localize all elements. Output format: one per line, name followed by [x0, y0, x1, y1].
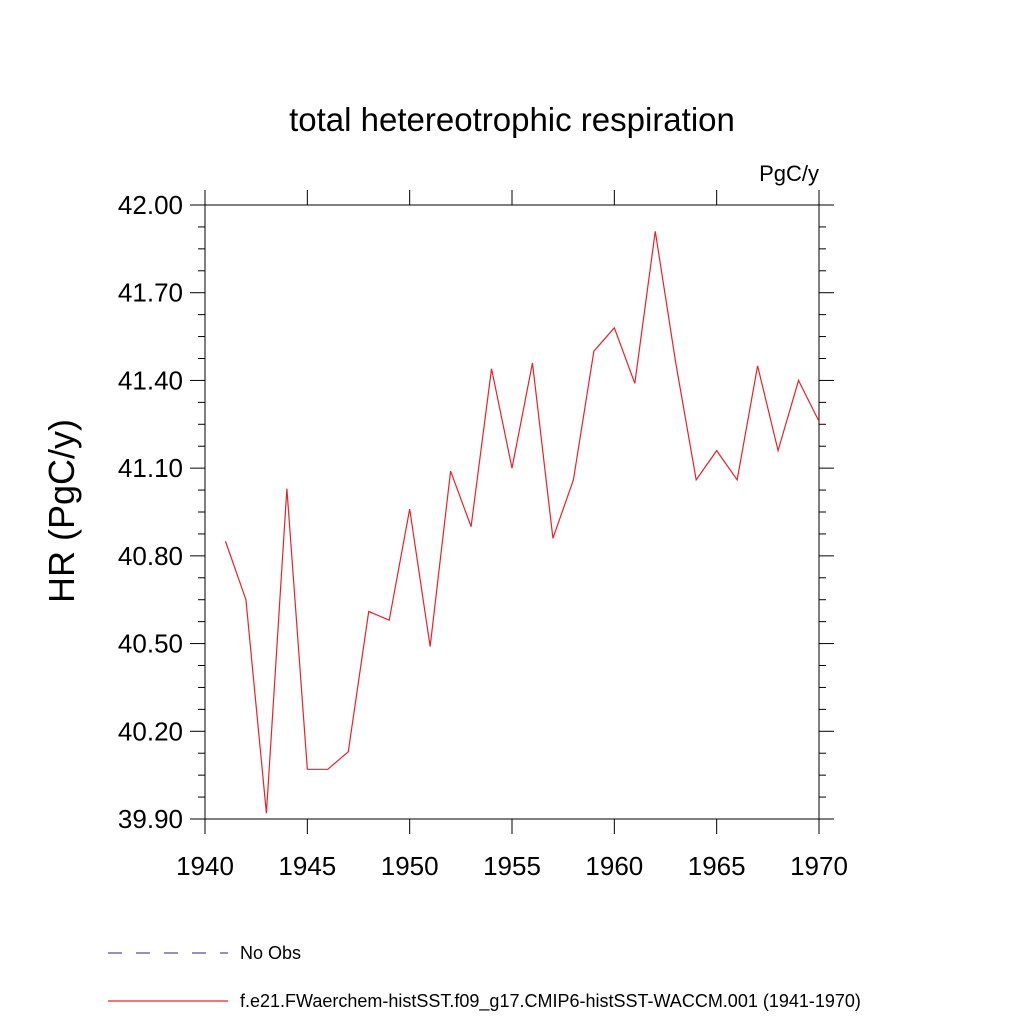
x-tick-label: 1965 — [688, 851, 746, 881]
x-tick-label: 1945 — [278, 851, 336, 881]
x-tick-label: 1955 — [483, 851, 541, 881]
y-axis-label: HR (PgC/y) — [41, 419, 82, 603]
y-tick-label: 42.00 — [118, 190, 183, 220]
x-axis-ticks — [204, 190, 820, 834]
units-label: PgC/y — [759, 161, 819, 186]
x-tick-label: 1970 — [790, 851, 848, 881]
y-axis-ticks — [190, 204, 834, 820]
x-tick-label: 1940 — [176, 851, 234, 881]
chart-title: total hetereotrophic respiration — [289, 101, 735, 138]
y-tick-label: 41.10 — [118, 453, 183, 483]
y-tick-label: 40.50 — [118, 629, 183, 659]
y-tick-label: 40.80 — [118, 541, 183, 571]
y-tick-label: 39.90 — [118, 804, 183, 834]
y-tick-label: 41.70 — [118, 278, 183, 308]
x-tick-label: 1960 — [585, 851, 643, 881]
legend: No Obs f.e21.FWaerchem-histSST.f09_g17.C… — [108, 943, 861, 1012]
x-tick-labels: 1940 1945 1950 1955 1960 1965 1970 — [176, 851, 848, 881]
legend-label-model: f.e21.FWaerchem-histSST.f09_g17.CMIP6-hi… — [240, 991, 861, 1012]
x-tick-label: 1950 — [381, 851, 439, 881]
plot-frame — [204, 204, 820, 820]
y-tick-label: 40.20 — [118, 716, 183, 746]
y-tick-labels: 39.90 40.20 40.50 40.80 41.10 41.40 41.70 42.00 — [118, 190, 183, 834]
series-line-hr — [224, 231, 820, 814]
legend-label-no-obs: No Obs — [240, 943, 301, 963]
y-tick-label: 41.40 — [118, 365, 183, 395]
